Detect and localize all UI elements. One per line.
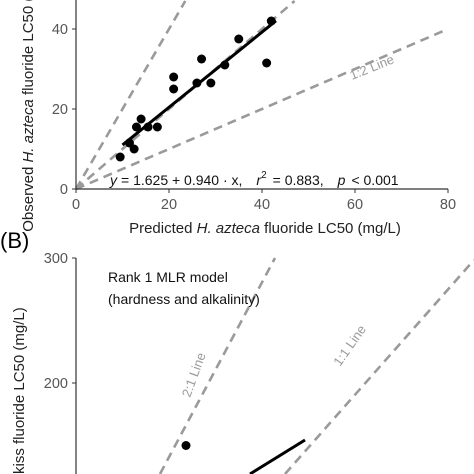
panel-a-reference-line-2 <box>75 0 296 190</box>
panel-b-reference-lines <box>158 257 474 474</box>
panel-a-data-point <box>197 54 207 64</box>
eq-formula: = 1.625 + 0.940 · x, <box>121 172 242 188</box>
panel-a-data-point <box>136 114 146 124</box>
panel-a-reference-line-1 <box>74 0 187 190</box>
eq-p-value: < 0.001 <box>351 172 398 188</box>
panel-a-data-point <box>115 152 125 162</box>
panel-b-reference-line-2-1 <box>158 257 277 474</box>
panel-a-y-tick-label: 0 <box>60 182 68 198</box>
panel-a-x-axis-title: Predicted H. azteca fluoride LC50 (mg/L) <box>129 220 401 237</box>
panel-b-y-axis-title: kiss fluoride LC50 (mg/L) <box>11 307 28 474</box>
panel-b-ticks: 200 300 <box>44 251 76 392</box>
panel-a-data-point <box>169 84 179 94</box>
y-title-part-1: Observed <box>20 163 37 232</box>
panel-a-equation-annotation: y = 1.625 + 0.940 · x, r2 = 0.883, p < 0.001 <box>109 170 399 188</box>
panel-a-data-point <box>129 144 139 154</box>
panel-a-x-tick-label: 20 <box>161 197 177 213</box>
panel-a-regression-line <box>121 19 277 147</box>
panel-a-x-tick-label: 80 <box>440 197 456 213</box>
panel-a-x-tick-label: 40 <box>254 197 270 213</box>
panel-b-y-tick-label: 300 <box>44 251 68 267</box>
y-title-species: H. azteca <box>20 99 37 162</box>
panel-a: 1:2 Line 0 20 40 60 80 0 20 40 y = 1.625 + 0.940… <box>20 0 456 237</box>
x-title-part-3: fluoride LC50 (mg/L) <box>260 220 401 237</box>
panel-a-data-point <box>234 34 244 44</box>
x-title-species: H. azteca <box>197 220 260 237</box>
panel-a-data-point <box>131 122 141 132</box>
y-title-part-3: fluoride LC50 (mg/L) <box>20 0 37 99</box>
x-title-part-1: Predicted <box>129 220 197 237</box>
eq-y-symbol: y <box>109 172 118 188</box>
panel-b-model-title: Rank 1 MLR model <box>108 269 228 285</box>
eq-r2-value: = 0.883, <box>273 172 324 188</box>
panel-a-y-tick-label: 20 <box>52 102 68 118</box>
panel-a-y-tick-label: 40 <box>52 22 68 38</box>
panel-a-ticks: 0 20 40 60 80 0 20 40 <box>52 22 456 213</box>
panel-b-model-subtitle: (hardness and alkalinity) <box>108 291 260 307</box>
panel-a-data-point <box>206 78 216 88</box>
panel-b-y-tick-label: 200 <box>44 376 68 392</box>
panel-a-x-tick-label: 60 <box>347 197 363 213</box>
panel-a-data-point <box>169 72 179 82</box>
panel-a-reference-line-3 <box>75 27 449 191</box>
eq-r2-superscript: 2 <box>261 170 267 181</box>
panel-b-regression-line <box>249 438 306 474</box>
panel-a-y-axis-title: Observed H. azteca fluoride LC50 (mg/L) <box>20 0 37 232</box>
eq-r-symbol: r <box>256 172 262 188</box>
eq-p-symbol: p <box>337 172 346 188</box>
panel-b-1-1-line-label: 1:1 Line <box>330 322 369 369</box>
panel-b-label: (B) <box>0 228 29 253</box>
panel-a-x-tick-label: 0 <box>72 197 80 213</box>
panel-b-data-point <box>181 441 191 450</box>
panel-a-data-point <box>262 58 272 68</box>
panel-a-data-point <box>152 122 162 132</box>
panel-b-reference-line-1-1 <box>284 259 474 474</box>
panel-a-1-2-line-label: 1:2 Line <box>348 52 397 83</box>
panel-a-points <box>115 16 276 162</box>
panel-a-reference-lines <box>74 0 449 191</box>
